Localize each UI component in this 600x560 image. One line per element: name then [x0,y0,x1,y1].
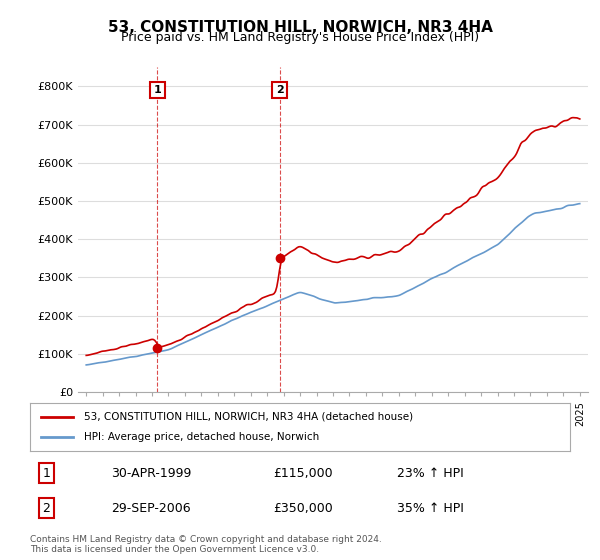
Text: 53, CONSTITUTION HILL, NORWICH, NR3 4HA (detached house): 53, CONSTITUTION HILL, NORWICH, NR3 4HA … [84,412,413,422]
Text: £115,000: £115,000 [273,466,332,480]
Text: 2: 2 [42,502,50,515]
Text: 29-SEP-2006: 29-SEP-2006 [111,502,191,515]
Text: 1: 1 [154,85,161,95]
Text: 30-APR-1999: 30-APR-1999 [111,466,191,480]
Text: £350,000: £350,000 [273,502,333,515]
Text: 35% ↑ HPI: 35% ↑ HPI [397,502,464,515]
Text: Contains HM Land Registry data © Crown copyright and database right 2024.
This d: Contains HM Land Registry data © Crown c… [30,535,382,554]
Text: 53, CONSTITUTION HILL, NORWICH, NR3 4HA: 53, CONSTITUTION HILL, NORWICH, NR3 4HA [107,20,493,35]
Text: 2: 2 [275,85,283,95]
Text: Price paid vs. HM Land Registry's House Price Index (HPI): Price paid vs. HM Land Registry's House … [121,31,479,44]
Text: HPI: Average price, detached house, Norwich: HPI: Average price, detached house, Norw… [84,432,319,442]
Text: 1: 1 [42,466,50,480]
Text: 23% ↑ HPI: 23% ↑ HPI [397,466,464,480]
